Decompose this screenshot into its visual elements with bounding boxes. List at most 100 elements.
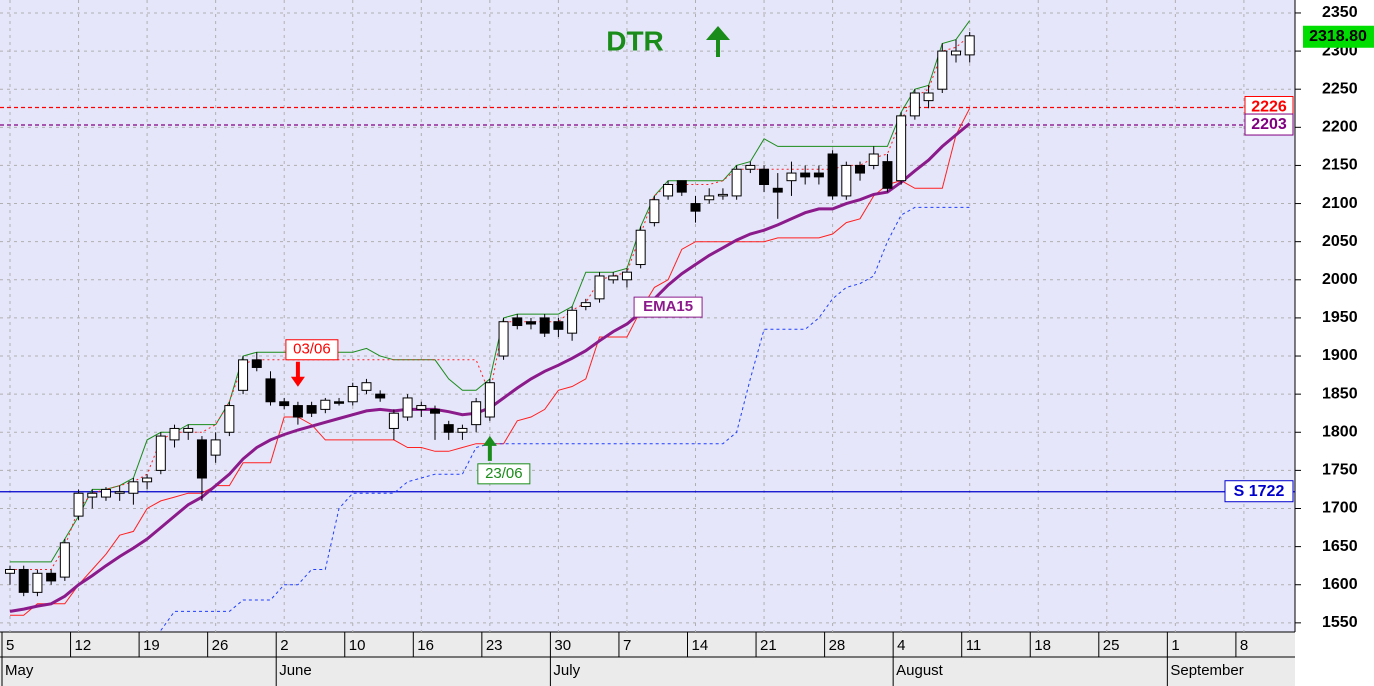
candle-body bbox=[196, 439, 207, 479]
level-label-box bbox=[1244, 113, 1294, 136]
candle-body bbox=[32, 572, 43, 593]
candle-body bbox=[635, 229, 646, 266]
candle-body bbox=[717, 193, 728, 197]
y-tick-label: 2200 bbox=[1322, 119, 1358, 136]
candle-body bbox=[621, 271, 632, 281]
x-tick-label: 30 bbox=[554, 637, 571, 654]
month-label: September bbox=[1170, 662, 1243, 679]
signal-arrow bbox=[290, 361, 305, 387]
x-tick-label: 23 bbox=[486, 637, 503, 654]
y-tick-label: 1850 bbox=[1322, 385, 1358, 402]
candle-body bbox=[676, 180, 687, 193]
candle-body bbox=[388, 412, 399, 429]
candle-body bbox=[155, 435, 166, 471]
candle-body bbox=[608, 275, 619, 281]
series-label: EMA15 bbox=[643, 298, 693, 315]
last-price-label: 2318.80 bbox=[1309, 28, 1367, 45]
month-label: August bbox=[896, 662, 944, 679]
y-tick-label: 1950 bbox=[1322, 309, 1358, 326]
candle-body bbox=[882, 161, 893, 189]
candle-body bbox=[18, 568, 29, 593]
y-tick-label: 2000 bbox=[1322, 271, 1358, 288]
candle-body bbox=[868, 153, 879, 166]
candle-body bbox=[484, 382, 495, 418]
candle-body bbox=[964, 35, 975, 56]
candle-body bbox=[347, 386, 358, 403]
x-tick-label: 25 bbox=[1103, 637, 1120, 654]
candle-body bbox=[745, 164, 756, 170]
candle-body bbox=[772, 187, 783, 193]
candle-body bbox=[306, 405, 317, 414]
candle-body bbox=[100, 488, 111, 498]
candle-body bbox=[169, 427, 180, 441]
y-tick-label: 1900 bbox=[1322, 347, 1358, 364]
candle-body bbox=[594, 275, 605, 300]
x-tick-label: 12 bbox=[75, 637, 92, 654]
candle-body bbox=[46, 572, 57, 582]
candle-body bbox=[59, 542, 70, 578]
x-tick-label: 4 bbox=[897, 637, 905, 654]
y-tick-label: 1800 bbox=[1322, 423, 1358, 440]
candle-body bbox=[402, 397, 413, 418]
candle-body bbox=[224, 405, 235, 433]
candle-body bbox=[5, 568, 15, 574]
candle-body bbox=[361, 382, 372, 391]
candle-body bbox=[649, 199, 660, 224]
candle-body bbox=[923, 92, 934, 102]
candle-body bbox=[937, 50, 948, 90]
y-tick-label: 2350 bbox=[1322, 4, 1358, 21]
x-tick-label: 10 bbox=[349, 637, 366, 654]
y-tick-label: 1700 bbox=[1322, 500, 1358, 517]
y-tick-label: 2100 bbox=[1322, 195, 1358, 212]
y-tick-label: 1750 bbox=[1322, 462, 1358, 479]
candle-body bbox=[539, 317, 550, 334]
y-tick-label: 2250 bbox=[1322, 80, 1358, 97]
x-tick-label: 11 bbox=[966, 637, 982, 654]
candle-body bbox=[416, 405, 427, 410]
candle-body bbox=[279, 401, 290, 407]
x-axis-area bbox=[0, 632, 1295, 686]
candle-body bbox=[457, 427, 468, 433]
candle-body bbox=[375, 393, 386, 399]
title-arrow bbox=[706, 26, 730, 57]
candle-body bbox=[827, 153, 838, 197]
candle-body bbox=[498, 321, 509, 357]
level-label-box bbox=[1224, 480, 1294, 503]
candle-body bbox=[251, 359, 262, 368]
candle-body bbox=[813, 172, 824, 178]
candle-body bbox=[580, 302, 591, 307]
level-label: 2226 bbox=[1251, 99, 1287, 116]
signal-label: 23/06 bbox=[485, 465, 523, 482]
candle-body bbox=[73, 492, 84, 517]
x-tick-label: 5 bbox=[6, 637, 14, 654]
candle-body bbox=[553, 321, 564, 330]
candle-body bbox=[430, 408, 441, 414]
candle-body bbox=[320, 399, 331, 410]
candle-body bbox=[265, 378, 276, 403]
x-tick-label: 26 bbox=[212, 637, 229, 654]
candle-body bbox=[663, 183, 674, 197]
candle-body bbox=[690, 203, 701, 212]
candle-body bbox=[950, 50, 961, 56]
y-tick-label: 1600 bbox=[1322, 576, 1358, 593]
candle-body bbox=[841, 164, 852, 197]
candle-body bbox=[471, 401, 482, 426]
candle-body bbox=[567, 309, 578, 334]
y-tick-label: 2050 bbox=[1322, 233, 1358, 250]
candle-body bbox=[114, 491, 125, 494]
x-tick-label: 28 bbox=[829, 637, 846, 654]
candle-body bbox=[292, 405, 303, 418]
series-label-box bbox=[633, 296, 703, 318]
y-tick-label: 1650 bbox=[1322, 538, 1358, 555]
candle-body bbox=[334, 401, 345, 404]
chart-title: DTR bbox=[606, 25, 664, 56]
candle-body bbox=[759, 168, 770, 185]
candle-body bbox=[731, 168, 742, 197]
signal-label: 03/06 bbox=[293, 341, 331, 358]
month-label: May bbox=[5, 662, 34, 679]
candle-body bbox=[704, 195, 715, 201]
candle-body bbox=[909, 92, 920, 117]
x-tick-label: 19 bbox=[143, 637, 160, 654]
x-tick-label: 1 bbox=[1171, 637, 1179, 654]
x-tick-label: 2 bbox=[280, 637, 288, 654]
